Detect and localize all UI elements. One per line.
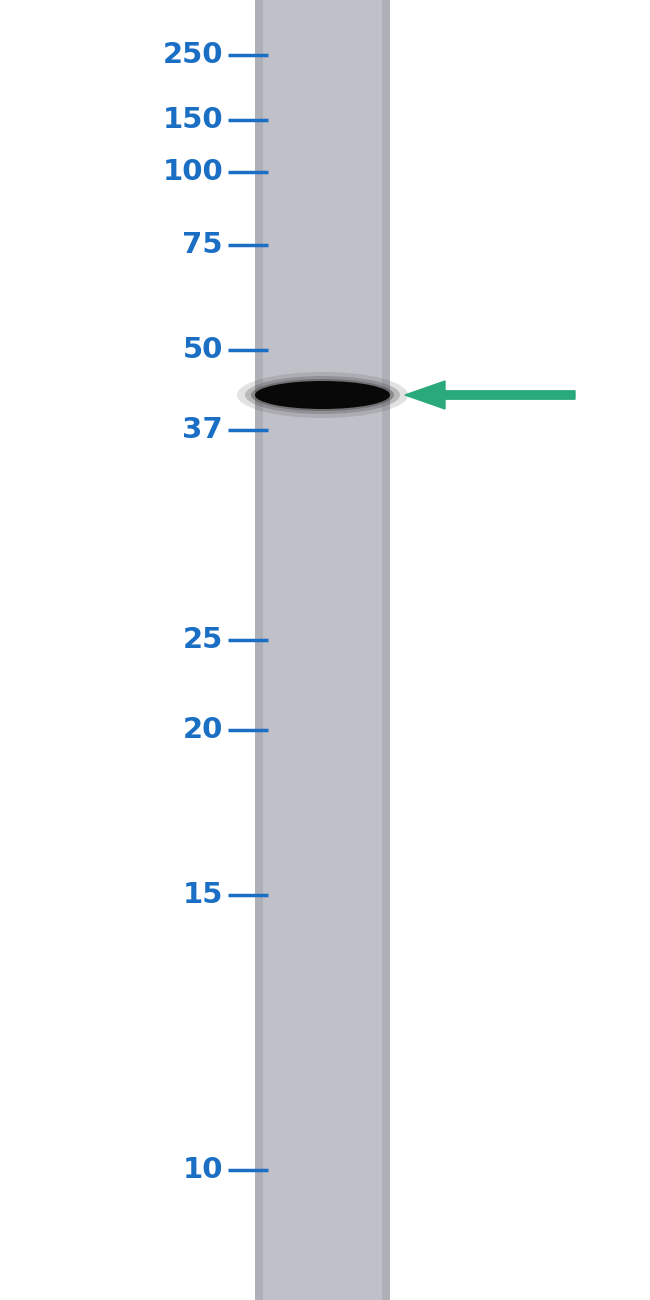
FancyArrow shape [405, 381, 575, 410]
Ellipse shape [255, 381, 390, 410]
Ellipse shape [245, 376, 400, 413]
Text: 250: 250 [162, 42, 223, 69]
Text: 10: 10 [183, 1156, 223, 1184]
Text: 37: 37 [182, 416, 223, 445]
Text: 20: 20 [183, 716, 223, 744]
Text: 25: 25 [183, 627, 223, 654]
Text: 75: 75 [183, 231, 223, 259]
Text: 150: 150 [162, 107, 223, 134]
Ellipse shape [237, 372, 408, 419]
Text: 15: 15 [183, 881, 223, 909]
Bar [382, 0, 390, 1300]
Ellipse shape [251, 380, 394, 411]
Text: 50: 50 [183, 335, 223, 364]
Bar [255, 0, 263, 1300]
Text: 100: 100 [162, 159, 223, 186]
Bar [255, 0, 390, 1300]
